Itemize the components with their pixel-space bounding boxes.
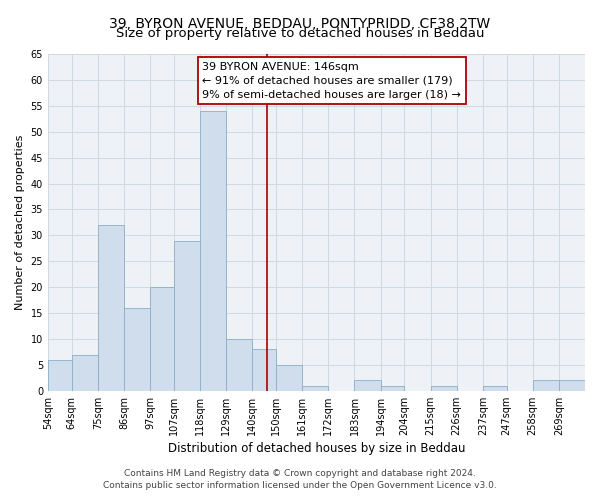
Bar	[48, 360, 71, 391]
Bar	[98, 225, 124, 391]
Text: 39, BYRON AVENUE, BEDDAU, PONTYPRIDD, CF38 2TW: 39, BYRON AVENUE, BEDDAU, PONTYPRIDD, CF…	[109, 18, 491, 32]
Bar	[174, 240, 200, 391]
Text: Contains HM Land Registry data © Crown copyright and database right 2024.
Contai: Contains HM Land Registry data © Crown c…	[103, 468, 497, 490]
Bar	[533, 380, 559, 391]
Bar	[483, 386, 506, 391]
Bar	[431, 386, 457, 391]
Text: 39 BYRON AVENUE: 146sqm
← 91% of detached houses are smaller (179)
9% of semi-de: 39 BYRON AVENUE: 146sqm ← 91% of detache…	[202, 62, 461, 100]
Bar	[124, 308, 150, 391]
Bar	[71, 354, 98, 391]
Bar	[559, 380, 585, 391]
Bar	[380, 386, 404, 391]
X-axis label: Distribution of detached houses by size in Beddau: Distribution of detached houses by size …	[168, 442, 465, 455]
Bar	[150, 287, 174, 391]
Bar	[355, 380, 380, 391]
Bar	[226, 339, 252, 391]
Text: Size of property relative to detached houses in Beddau: Size of property relative to detached ho…	[116, 28, 484, 40]
Y-axis label: Number of detached properties: Number of detached properties	[15, 134, 25, 310]
Bar	[252, 350, 276, 391]
Bar	[276, 365, 302, 391]
Bar	[302, 386, 328, 391]
Bar	[200, 111, 226, 391]
